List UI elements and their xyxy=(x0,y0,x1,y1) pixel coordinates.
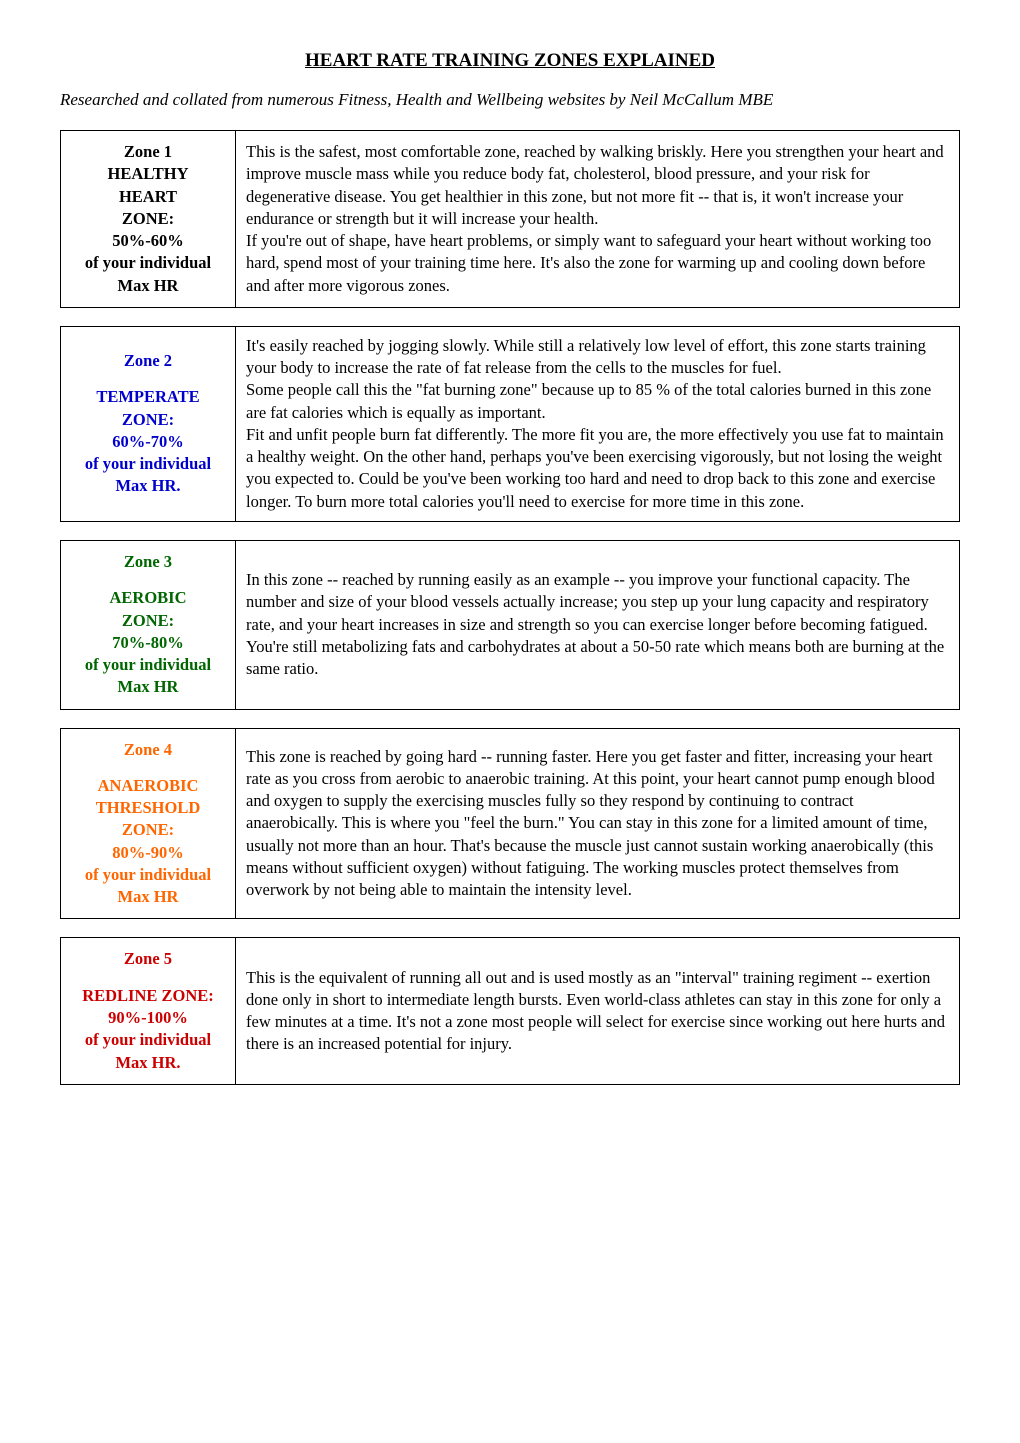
zone5-name: Zone 5 xyxy=(67,948,229,970)
zone3-of: of your individual xyxy=(67,654,229,676)
zone1-type-b: HEART xyxy=(67,186,229,208)
zone1-label: Zone 1 HEALTHY HEART ZONE: 50%-60% of yo… xyxy=(61,131,236,308)
zone1-table: Zone 1 HEALTHY HEART ZONE: 50%-60% of yo… xyxy=(60,130,960,308)
zone5-description: This is the equivalent of running all ou… xyxy=(236,938,960,1084)
zone1-of: of your individual xyxy=(67,252,229,274)
zone2-name: Zone 2 xyxy=(67,350,229,372)
zone3-range: 70%-80% xyxy=(67,632,229,654)
zone4-type: ANAEROBIC xyxy=(67,775,229,797)
zone5-table: Zone 5 REDLINE ZONE: 90%-100% of your in… xyxy=(60,937,960,1084)
zone3-type: AEROBIC xyxy=(67,587,229,609)
zone4-of: of your individual xyxy=(67,864,229,886)
page-title: HEART RATE TRAINING ZONES EXPLAINED xyxy=(60,50,960,72)
zone2-of: of your individual xyxy=(67,453,229,475)
zone2-range: 60%-70% xyxy=(67,431,229,453)
zone4-table: Zone 4 ANAEROBIC THRESHOLD ZONE: 80%-90%… xyxy=(60,728,960,920)
zone1-description: This is the safest, most comfortable zon… xyxy=(236,131,960,308)
page-subtitle: Researched and collated from numerous Fi… xyxy=(60,90,960,110)
zone2-type-b: ZONE: xyxy=(67,409,229,431)
zone5-range: 90%-100% xyxy=(67,1007,229,1029)
zone3-name: Zone 3 xyxy=(67,551,229,573)
zone3-type-b: ZONE: xyxy=(67,610,229,632)
zone4-type-c: ZONE: xyxy=(67,819,229,841)
zone4-name: Zone 4 xyxy=(67,739,229,761)
zone5-type: REDLINE ZONE: xyxy=(67,985,229,1007)
zone3-table: Zone 3 AEROBIC ZONE: 70%-80% of your ind… xyxy=(60,540,960,710)
zone1-type: HEALTHY xyxy=(67,163,229,185)
zone3-maxhr: Max HR xyxy=(67,676,229,698)
zone4-range: 80%-90% xyxy=(67,842,229,864)
zone2-description: It's easily reached by jogging slowly. W… xyxy=(236,326,960,521)
zone2-label: Zone 2 TEMPERATE ZONE: 60%-70% of your i… xyxy=(61,326,236,521)
zone4-description: This zone is reached by going hard -- ru… xyxy=(236,728,960,919)
zone2-table: Zone 2 TEMPERATE ZONE: 60%-70% of your i… xyxy=(60,326,960,522)
zone1-maxhr: Max HR xyxy=(67,275,229,297)
zone3-label: Zone 3 AEROBIC ZONE: 70%-80% of your ind… xyxy=(61,540,236,709)
zone1-type-c: ZONE: xyxy=(67,208,229,230)
zone3-description: In this zone -- reached by running easil… xyxy=(236,540,960,709)
zone1-range: 50%-60% xyxy=(67,230,229,252)
zone5-of: of your individual xyxy=(67,1029,229,1051)
zone4-label: Zone 4 ANAEROBIC THRESHOLD ZONE: 80%-90%… xyxy=(61,728,236,919)
zone4-maxhr: Max HR xyxy=(67,886,229,908)
zone5-maxhr: Max HR. xyxy=(67,1052,229,1074)
zone4-type-b: THRESHOLD xyxy=(67,797,229,819)
zone2-type: TEMPERATE xyxy=(67,386,229,408)
zone1-name: Zone 1 xyxy=(67,141,229,163)
zone2-maxhr: Max HR. xyxy=(67,475,229,497)
zone5-label: Zone 5 REDLINE ZONE: 90%-100% of your in… xyxy=(61,938,236,1084)
